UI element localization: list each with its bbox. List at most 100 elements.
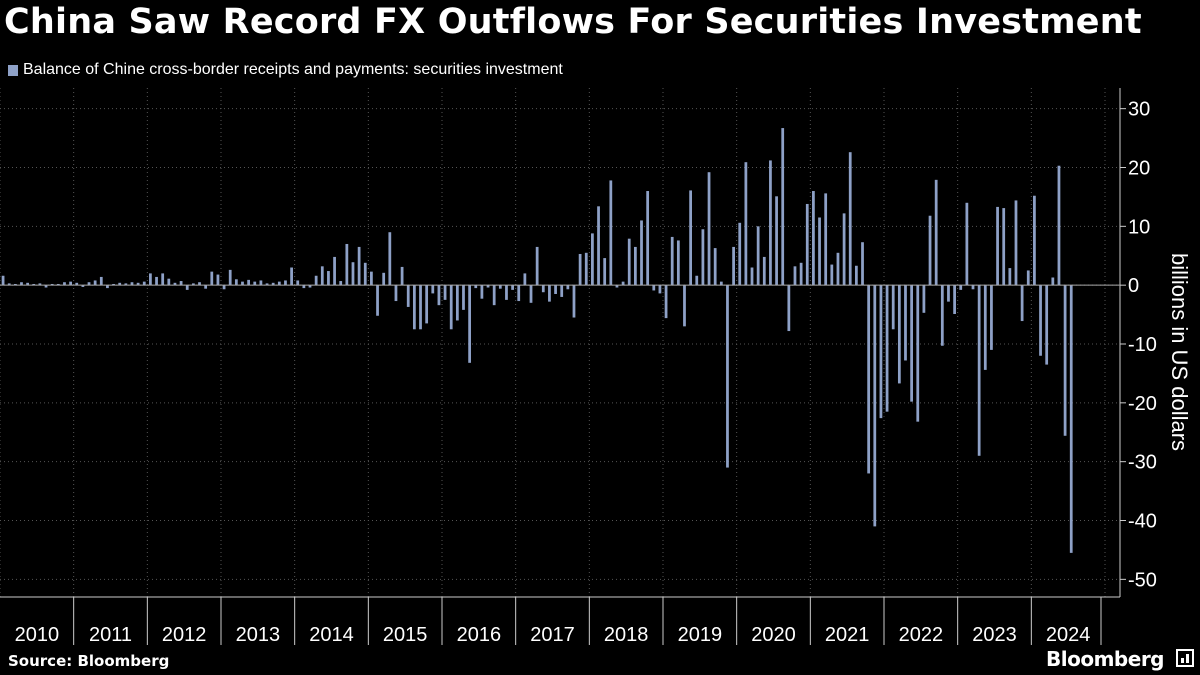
bar bbox=[1051, 277, 1055, 286]
x-tick-label: 2017 bbox=[530, 624, 575, 646]
bar bbox=[744, 162, 748, 286]
bar bbox=[210, 271, 214, 286]
bar bbox=[462, 285, 465, 310]
bar bbox=[578, 253, 582, 286]
x-tick-label: 2018 bbox=[604, 624, 649, 646]
bar bbox=[56, 283, 60, 286]
bar bbox=[922, 285, 926, 313]
bar bbox=[676, 240, 680, 286]
bar bbox=[836, 252, 840, 286]
bar bbox=[185, 285, 189, 290]
bar bbox=[400, 266, 404, 286]
bar bbox=[382, 272, 386, 286]
bar bbox=[689, 190, 692, 286]
x-tick-label: 2012 bbox=[162, 624, 207, 646]
bar bbox=[486, 285, 490, 288]
bar bbox=[664, 285, 668, 319]
bar bbox=[1045, 285, 1049, 365]
x-tick-label: 2019 bbox=[678, 624, 723, 646]
bar bbox=[640, 220, 643, 286]
y-tick-label: -30 bbox=[1128, 452, 1157, 474]
bar bbox=[277, 281, 281, 286]
bar bbox=[971, 285, 975, 290]
bar bbox=[345, 243, 349, 286]
bar bbox=[891, 285, 895, 330]
bar bbox=[1026, 270, 1030, 286]
bar bbox=[296, 280, 300, 286]
bar bbox=[769, 160, 772, 286]
bar bbox=[1002, 208, 1006, 286]
bar bbox=[412, 285, 416, 330]
bar bbox=[253, 281, 257, 286]
bar bbox=[996, 206, 999, 286]
bar bbox=[916, 285, 920, 422]
bar bbox=[480, 285, 484, 299]
y-tick-label: 20 bbox=[1128, 157, 1150, 179]
bar bbox=[155, 276, 158, 286]
x-tick-label: 2015 bbox=[383, 624, 428, 646]
bar bbox=[308, 285, 312, 288]
x-tick-label: 2013 bbox=[236, 624, 281, 646]
bar bbox=[560, 285, 564, 297]
y-tick-label: 30 bbox=[1128, 99, 1150, 121]
bar bbox=[1033, 195, 1036, 286]
bar bbox=[179, 281, 183, 286]
bar bbox=[87, 282, 91, 286]
chart-title: China Saw Record FX Outflows For Securit… bbox=[4, 2, 1142, 42]
bar bbox=[118, 282, 122, 286]
bar bbox=[505, 285, 508, 300]
bar bbox=[50, 283, 54, 286]
legend-label: Balance of Chine cross-border receipts a… bbox=[23, 61, 563, 78]
bar bbox=[799, 262, 803, 286]
x-tick-label: 2014 bbox=[309, 624, 354, 646]
bar bbox=[419, 285, 422, 330]
y-tick-label: 10 bbox=[1128, 216, 1150, 238]
bar bbox=[554, 285, 557, 294]
x-tick-label: 2024 bbox=[1046, 624, 1091, 646]
bar bbox=[842, 213, 846, 286]
bar bbox=[658, 285, 662, 294]
bar bbox=[1014, 200, 1018, 286]
bar bbox=[449, 285, 453, 330]
bar bbox=[357, 246, 361, 286]
bar bbox=[965, 202, 969, 286]
bar bbox=[517, 285, 521, 302]
x-tick-label: 2021 bbox=[825, 624, 870, 646]
bar bbox=[376, 285, 379, 316]
bloomberg-terminal-icon bbox=[1176, 649, 1194, 667]
bar bbox=[265, 283, 269, 286]
bar bbox=[1008, 268, 1012, 286]
bar bbox=[719, 281, 723, 286]
bar bbox=[492, 285, 496, 306]
bar bbox=[1069, 285, 1073, 553]
legend-swatch bbox=[8, 64, 18, 76]
bar bbox=[805, 203, 809, 286]
bar bbox=[670, 236, 674, 286]
bar bbox=[204, 285, 208, 289]
bar bbox=[191, 283, 195, 286]
bar bbox=[327, 271, 330, 286]
bar bbox=[947, 285, 950, 302]
bar bbox=[241, 281, 244, 286]
bar bbox=[529, 285, 533, 303]
source-note: Source: Bloomberg bbox=[8, 652, 170, 670]
bar bbox=[234, 279, 238, 286]
bar bbox=[498, 285, 502, 289]
bar bbox=[339, 281, 343, 286]
bar bbox=[75, 282, 79, 286]
bar bbox=[394, 285, 398, 302]
bar bbox=[812, 191, 815, 286]
bar bbox=[738, 222, 742, 286]
bar bbox=[443, 285, 447, 300]
bar bbox=[523, 273, 527, 286]
bar bbox=[824, 193, 828, 286]
bar bbox=[793, 266, 797, 286]
y-axis-label: billions in US dollars bbox=[1167, 253, 1192, 451]
bar bbox=[468, 285, 471, 363]
gridlines bbox=[0, 88, 1120, 600]
bar bbox=[566, 285, 570, 290]
bar bbox=[130, 282, 134, 286]
bar bbox=[990, 285, 993, 350]
